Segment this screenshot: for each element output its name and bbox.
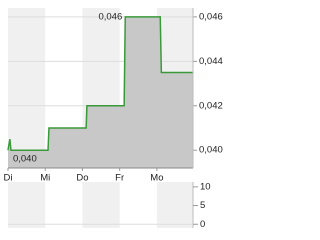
volume-tick-label: 0 [200,219,205,230]
day-band [156,182,193,228]
x-tick-label: Mi [40,173,50,184]
y-tick-label: 0,040 [199,145,223,156]
volume-tick-label: 10 [200,181,211,192]
day-band [8,8,46,168]
price-line [7,16,193,151]
x-tick-label: Mo [150,173,163,184]
area-fill [8,16,193,169]
annotation: 0,040 [13,154,37,165]
day-band [82,182,120,228]
y-tick-label: 0,046 [199,11,223,22]
annotation: 0,046 [98,11,122,22]
x-tick-label: Di [4,173,13,184]
y-tick-label: 0,044 [199,56,223,67]
x-tick-label: Fr [115,173,124,184]
day-band [8,182,46,228]
volume-tick-label: 5 [200,200,205,211]
x-tick-label: Do [76,173,88,184]
y-tick-label: 0,042 [199,100,223,111]
